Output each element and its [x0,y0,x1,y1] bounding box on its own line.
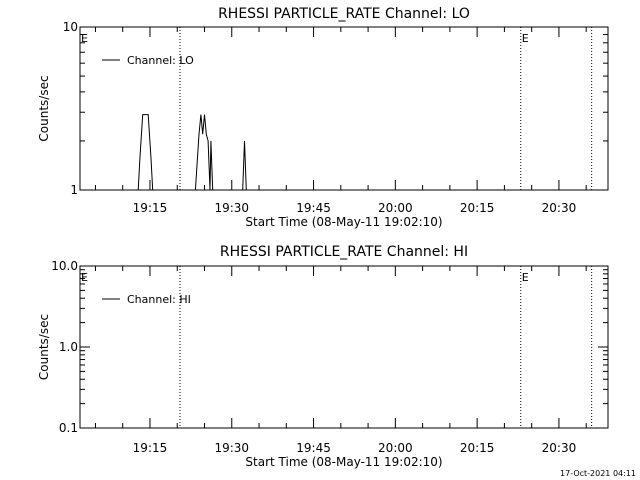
x-tick-label: 19:15 [133,201,168,215]
x-axis-label: Start Time (08-May-11 19:02:10) [245,215,442,229]
y-tick-label: 10.0 [51,259,78,273]
series-line [137,114,247,191]
y-tick-label: 0.1 [59,421,78,435]
x-tick-label: 20:00 [378,441,413,455]
plot-frame [79,265,609,429]
x-tick-label: 19:30 [214,441,249,455]
x-tick-label: 19:45 [296,201,331,215]
event-marker: E [522,32,529,45]
event-marker: E [522,271,529,284]
x-tick-label: 20:15 [460,441,495,455]
legend-label: Channel: LO [127,54,194,67]
y-axis-label: Counts/sec [37,75,51,141]
x-tick-label: 19:30 [214,201,249,215]
chart-title: RHESSI PARTICLE_RATE Channel: LO [218,6,470,22]
event-marker: E [81,271,88,284]
y-axis-label: Counts/sec [37,314,51,380]
x-tick-label: 20:30 [542,201,577,215]
x-axis-label: Start Time (08-May-11 19:02:10) [245,455,442,469]
x-tick-label: 20:30 [542,441,577,455]
x-tick-label: 19:45 [296,441,331,455]
y-tick-label: 10 [63,20,78,34]
x-tick-label: 20:15 [460,201,495,215]
legend-label: Channel: HI [127,293,191,306]
footer-timestamp: 17-Oct-2021 04:11 [560,469,636,478]
chart-panel-0: RHESSI PARTICLE_RATE Channel: LO Counts/s… [37,6,609,229]
x-tick-label: 20:00 [378,201,413,215]
chart-panel-1: RHESSI PARTICLE_RATE Channel: HI Counts/s… [37,244,609,469]
event-marker: E [81,32,88,45]
y-tick-label: 1.0 [59,340,78,354]
chart-title: RHESSI PARTICLE_RATE Channel: HI [220,244,468,260]
x-tick-label: 19:15 [133,441,168,455]
y-tick-label: 1 [70,183,78,197]
plot-frame [79,26,609,191]
